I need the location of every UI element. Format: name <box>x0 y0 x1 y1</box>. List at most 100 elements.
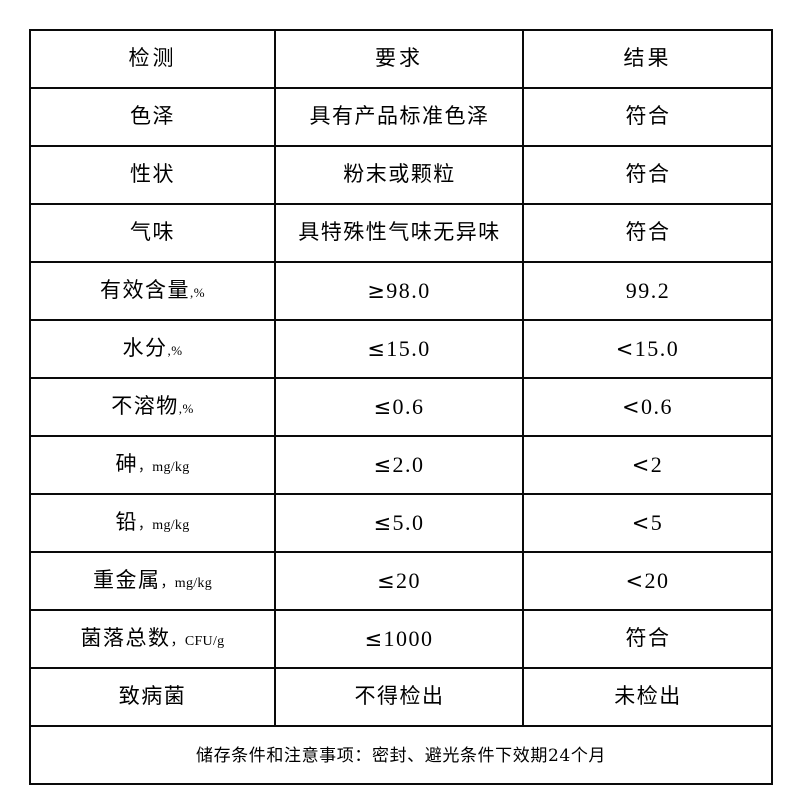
item-name: 重金属 <box>92 568 161 593</box>
cell-result: 99.2 <box>522 261 773 321</box>
cell-item: 有效含量,% <box>29 261 276 321</box>
item-unit: ，mg/kg <box>137 460 190 476</box>
item-unit: ,% <box>178 401 194 417</box>
table-row: 性状 粉末或颗粒 符合 <box>29 145 773 205</box>
item-name: 不溶物 <box>111 394 179 419</box>
cell-item: 性状 <box>29 145 276 205</box>
cell-result: <20 <box>522 551 773 611</box>
item-name: 色泽 <box>130 104 175 129</box>
cell-item: 铅，mg/kg <box>29 493 276 553</box>
cell-requirement: ≤2.0 <box>274 435 524 495</box>
cell-item: 气味 <box>29 203 276 263</box>
table-header-row: 检测 要求 结果 <box>29 29 773 89</box>
footer-note-text: 储存条件和注意事项：密封、避光条件下效期24个月 <box>195 746 607 767</box>
cell-result: <0.6 <box>522 377 773 437</box>
result-operator: < <box>621 394 641 419</box>
result-value: 未检出 <box>614 684 682 709</box>
result-value: 符合 <box>625 626 671 651</box>
cell-requirement: ≤5.0 <box>274 493 524 553</box>
header-label-requirement: 要求 <box>375 46 423 71</box>
item-unit: ，mg/kg <box>137 518 190 534</box>
specification-table: 检测 要求 结果 色泽 具有产品标准色泽 符合 性状 粉末或颗粒 符合 <box>29 29 773 785</box>
table-row: 气味 具特殊性气味无异味 符合 <box>29 203 773 263</box>
cell-result: 未检出 <box>522 667 773 727</box>
requirement-operator: ≤ <box>367 336 386 361</box>
table-row: 有效含量,% ≥98.0 99.2 <box>29 261 773 321</box>
requirement-operator: ≤ <box>376 568 396 593</box>
result-value: 0.6 <box>641 393 674 419</box>
requirement-operator: ≤ <box>373 510 392 535</box>
header-cell-item: 检测 <box>29 29 276 89</box>
item-unit: ，CFU/g <box>170 634 225 650</box>
requirement-value: 1000 <box>383 625 434 651</box>
item-name: 有效含量 <box>99 278 190 303</box>
cell-requirement: ≥98.0 <box>274 261 524 321</box>
cell-item: 砷，mg/kg <box>29 435 276 495</box>
cell-requirement: ≤1000 <box>274 609 524 669</box>
header-label-item: 检测 <box>128 46 177 71</box>
requirement-operator: ≤ <box>373 394 392 419</box>
requirement-value: 0.6 <box>392 393 425 419</box>
cell-item: 色泽 <box>29 87 276 147</box>
result-value: 符合 <box>625 162 671 187</box>
requirement-operator: ≤ <box>364 626 383 651</box>
item-unit: ,% <box>189 285 206 301</box>
cell-result: 符合 <box>522 145 773 205</box>
document-sheet: 检测 要求 结果 色泽 具有产品标准色泽 符合 性状 粉末或颗粒 符合 <box>29 29 773 785</box>
result-operator: < <box>615 336 634 361</box>
header-cell-result: 结果 <box>522 29 773 89</box>
cell-item: 致病菌 <box>29 667 276 727</box>
item-unit: ，mg/kg <box>160 576 213 592</box>
requirement-value: 不得检出 <box>354 684 445 709</box>
footer-note-row: 储存条件和注意事项：密封、避光条件下效期24个月 <box>29 725 773 785</box>
requirement-operator: ≤ <box>373 452 392 477</box>
cell-requirement: 具特殊性气味无异味 <box>274 203 524 263</box>
cell-result: <5 <box>522 493 773 553</box>
result-value: 15.0 <box>634 335 680 361</box>
requirement-value: 15.0 <box>386 335 431 361</box>
requirement-value: 20 <box>396 567 422 593</box>
requirement-value: 具特殊性气味无异味 <box>298 220 501 245</box>
item-name: 气味 <box>130 220 175 245</box>
result-operator: < <box>631 452 650 477</box>
cell-requirement: ≤20 <box>274 551 524 611</box>
footer-note-cell: 储存条件和注意事项：密封、避光条件下效期24个月 <box>29 725 773 785</box>
item-name: 致病菌 <box>118 684 187 709</box>
requirement-value: 粉末或颗粒 <box>343 162 456 187</box>
cell-item: 不溶物,% <box>29 377 276 437</box>
requirement-value: 2.0 <box>392 451 425 477</box>
header-cell-requirement: 要求 <box>274 29 524 89</box>
cell-result: 符合 <box>522 203 773 263</box>
cell-requirement: ≤15.0 <box>274 319 524 379</box>
requirement-value: 5.0 <box>392 509 425 535</box>
result-value: 99.2 <box>625 277 671 303</box>
table-row: 铅，mg/kg ≤5.0 <5 <box>29 493 773 553</box>
item-name: 砷 <box>115 452 138 477</box>
cell-requirement: 具有产品标准色泽 <box>274 87 524 147</box>
table-body: 检测 要求 结果 色泽 具有产品标准色泽 符合 性状 粉末或颗粒 符合 <box>29 29 773 785</box>
cell-item: 重金属，mg/kg <box>29 551 276 611</box>
table-row: 色泽 具有产品标准色泽 符合 <box>29 87 773 147</box>
table-row: 致病菌 不得检出 未检出 <box>29 667 773 727</box>
result-value: 2 <box>650 451 664 477</box>
item-unit: ,% <box>167 343 183 359</box>
header-label-result: 结果 <box>623 46 672 71</box>
cell-item: 菌落总数，CFU/g <box>29 609 276 669</box>
cell-result: 符合 <box>522 87 773 147</box>
result-value: 5 <box>650 509 664 535</box>
item-name: 水分 <box>122 336 168 361</box>
cell-requirement: 粉末或颗粒 <box>274 145 524 205</box>
item-name: 铅 <box>115 510 138 535</box>
result-operator: < <box>625 568 644 593</box>
table-row: 砷，mg/kg ≤2.0 <2 <box>29 435 773 495</box>
result-value: 符合 <box>625 220 671 245</box>
table-row: 水分,% ≤15.0 <15.0 <box>29 319 773 379</box>
requirement-value: 98.0 <box>386 277 431 303</box>
item-name: 菌落总数 <box>80 626 171 651</box>
table-row: 菌落总数，CFU/g ≤1000 符合 <box>29 609 773 669</box>
result-value: 符合 <box>625 104 671 129</box>
item-name: 性状 <box>130 162 175 187</box>
table-row: 重金属，mg/kg ≤20 <20 <box>29 551 773 611</box>
cell-result: <15.0 <box>522 319 773 379</box>
result-operator: < <box>631 510 650 535</box>
